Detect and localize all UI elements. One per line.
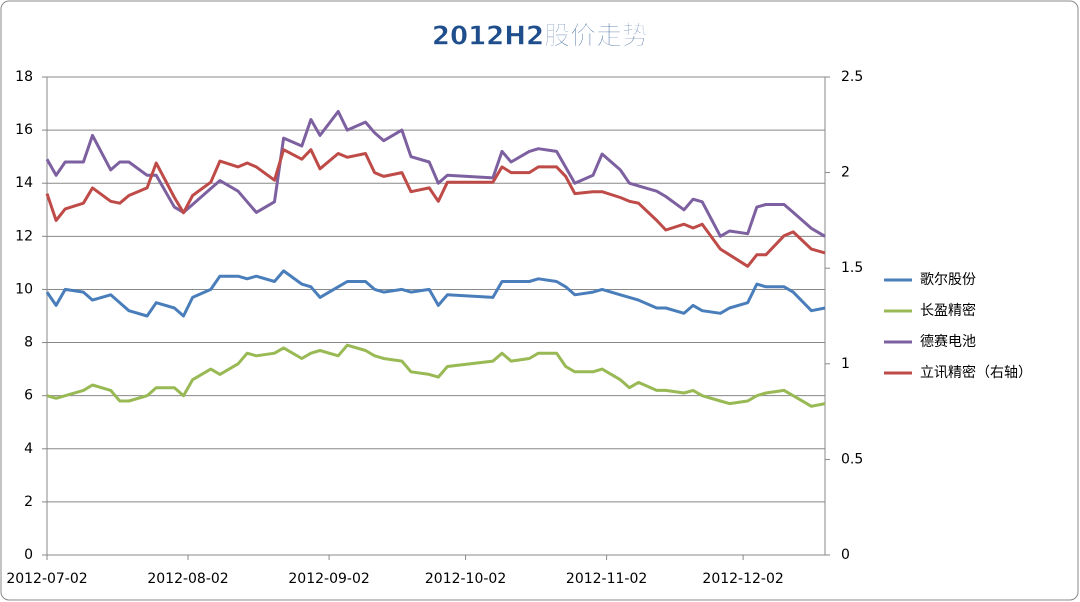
y-tick-label: 4	[24, 441, 33, 457]
legend-label: 长盈精密	[920, 302, 976, 319]
y-tick-label: 14	[15, 175, 33, 191]
series-line	[45, 148, 826, 268]
x-tick-label: 2012-08-02	[147, 571, 228, 587]
legend-label: 歌尔股份	[920, 272, 976, 288]
y2-tick-label: 2.5	[841, 69, 863, 85]
y-tick-label: 0	[24, 547, 33, 563]
y-tick-label: 18	[15, 69, 33, 85]
y2-tick-label: 0	[841, 547, 850, 563]
series-line	[46, 343, 826, 408]
y-tick-label: 6	[24, 388, 33, 404]
x-tick-label: 2012-11-02	[566, 571, 647, 587]
y-tick-label: 10	[15, 281, 33, 297]
y-tick-label: 2	[24, 494, 33, 510]
series-line	[45, 110, 826, 238]
legend-label: 立讯精密（右轴）	[920, 364, 1032, 381]
chart-title: 2012H2股价走势	[432, 22, 648, 52]
y-tick-label: 16	[15, 122, 33, 138]
y2-tick-label: 1	[841, 356, 850, 372]
y-tick-label: 8	[24, 335, 33, 351]
x-tick-label: 2012-09-02	[288, 571, 369, 587]
y2-tick-label: 1.5	[841, 260, 863, 276]
legend-label: 德赛电池	[920, 334, 976, 350]
y2-tick-label: 2	[841, 165, 850, 181]
x-tick-label: 2012-10-02	[425, 571, 506, 587]
x-tick-label: 2012-12-02	[702, 571, 783, 587]
y-tick-label: 12	[15, 228, 33, 244]
series-line	[45, 269, 826, 318]
x-tick-label: 2012-07-02	[6, 571, 87, 587]
y2-tick-label: 0.5	[841, 451, 863, 467]
